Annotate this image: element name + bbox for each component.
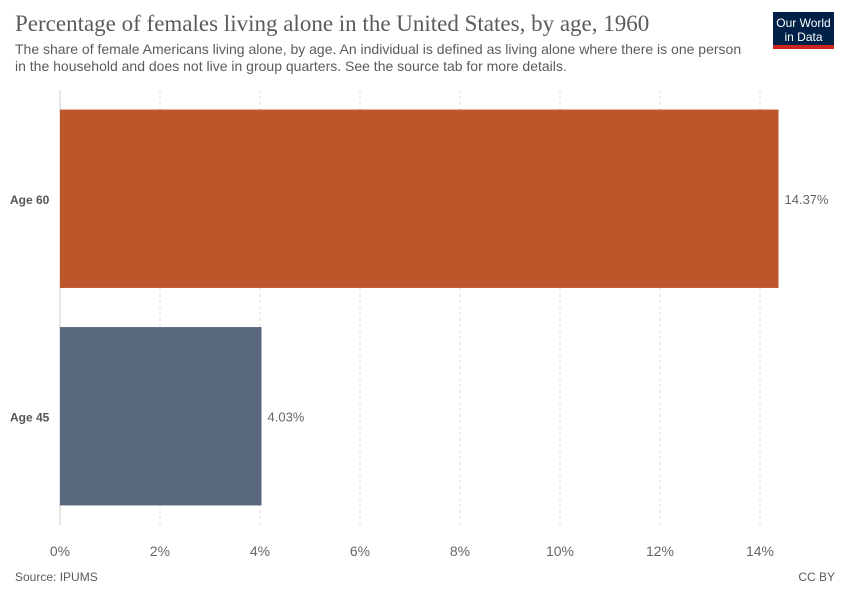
value-label: 4.03% [268, 409, 305, 424]
x-tick-label: 14% [746, 543, 774, 559]
category-label: Age 45 [10, 410, 50, 424]
logo-line-2: in Data [784, 30, 823, 44]
x-tick-label: 8% [450, 543, 470, 559]
x-tick-label: 6% [350, 543, 370, 559]
chart-subtitle: The share of female Americans living alo… [15, 41, 742, 74]
category-label: Age 60 [10, 193, 50, 207]
x-tick-label: 0% [50, 543, 70, 559]
license-note[interactable]: CC BY [798, 570, 835, 584]
x-tick-label: 2% [150, 543, 170, 559]
x-tick-label: 4% [250, 543, 270, 559]
bar [60, 327, 262, 506]
chart-title: Percentage of females living alone in th… [15, 11, 650, 36]
x-tick-label: 12% [646, 543, 674, 559]
owid-logo[interactable]: Our World in Data [773, 12, 834, 49]
value-label: 14.37% [785, 192, 830, 207]
bar [60, 109, 779, 288]
logo-line-1: Our World [776, 16, 831, 30]
source-note[interactable]: Source: IPUMS [15, 570, 98, 584]
x-tick-label: 10% [546, 543, 574, 559]
